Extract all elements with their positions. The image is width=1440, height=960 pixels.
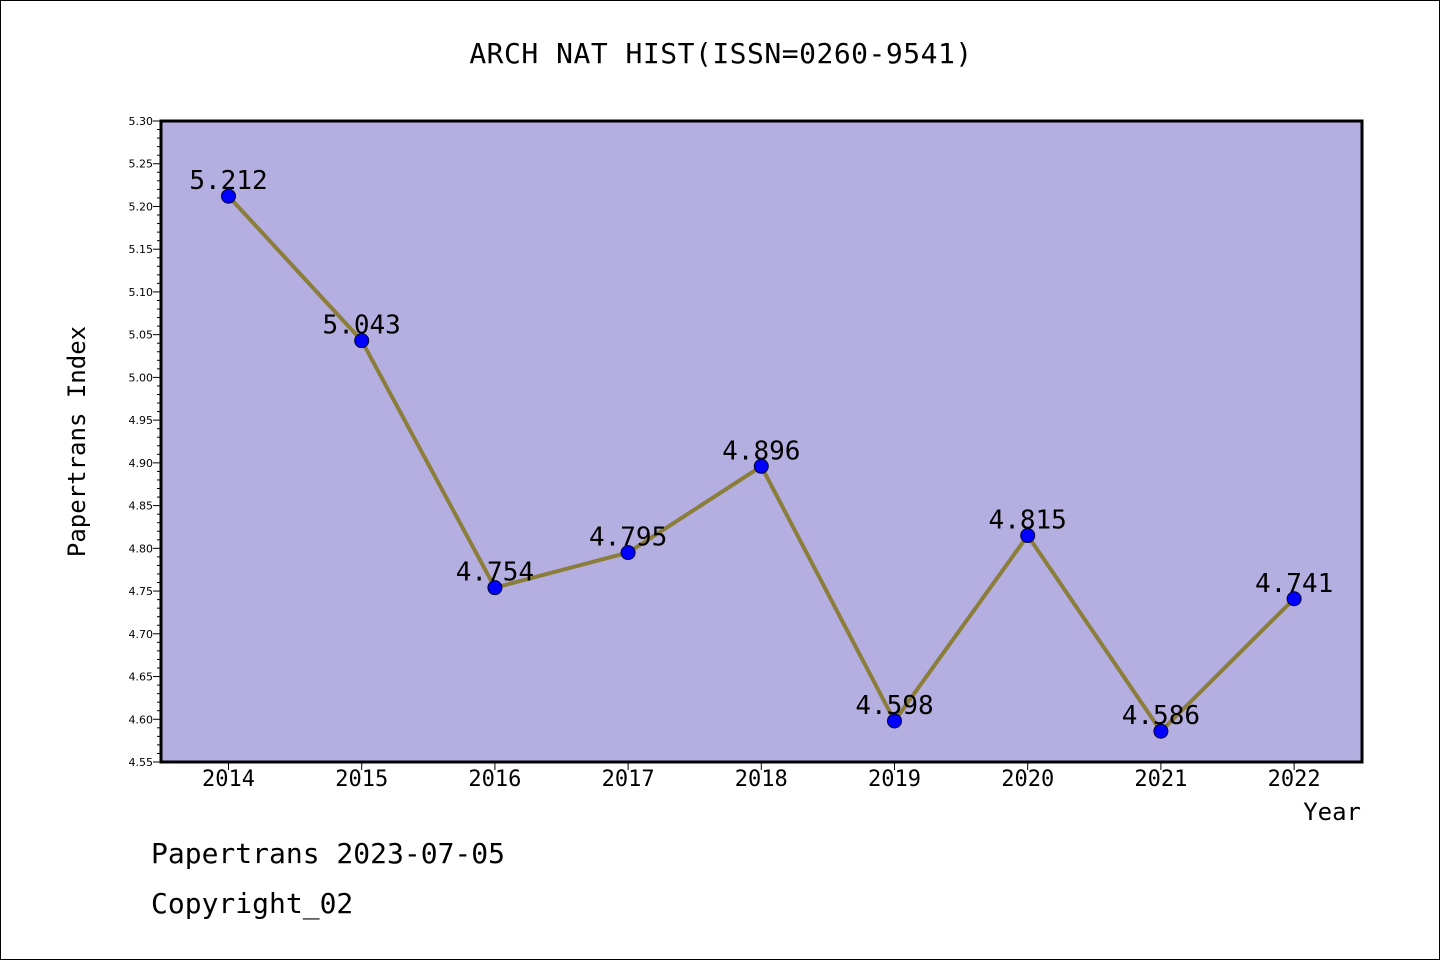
data-label: 4.586 xyxy=(1122,701,1200,731)
data-label: 4.896 xyxy=(722,436,800,466)
data-label: 4.795 xyxy=(589,523,667,553)
footer-date: Papertrans 2023-07-05 xyxy=(151,837,506,870)
footer-copyright: Copyright_02 xyxy=(151,887,354,920)
x-tick-label: 2016 xyxy=(468,767,521,792)
y-tick-label: 5.20 xyxy=(129,200,154,213)
y-tick-label: 5.00 xyxy=(129,371,154,384)
y-tick-label: 4.65 xyxy=(129,671,154,684)
x-tick-label: 2022 xyxy=(1268,767,1321,792)
y-tick-label: 5.10 xyxy=(129,286,154,299)
data-point xyxy=(487,580,503,596)
y-tick-label: 5.30 xyxy=(129,115,154,128)
y-tick-label: 4.80 xyxy=(129,542,154,555)
plot-area xyxy=(161,121,1362,762)
data-point xyxy=(354,333,370,349)
y-tick-label: 5.25 xyxy=(129,158,154,171)
y-tick-label: 4.70 xyxy=(129,628,154,641)
data-point xyxy=(221,188,236,204)
data-label: 4.754 xyxy=(456,558,534,588)
data-label: 4.598 xyxy=(855,691,933,721)
x-tick-label: 2017 xyxy=(602,767,655,792)
data-point xyxy=(887,713,902,729)
data-label: 4.815 xyxy=(989,506,1067,536)
y-tick-label: 4.60 xyxy=(129,713,154,726)
x-tick-label: 2015 xyxy=(335,767,388,792)
data-point xyxy=(753,458,769,474)
data-point xyxy=(1286,591,1302,607)
x-tick-label: 2014 xyxy=(202,767,255,792)
x-tick-label: 2018 xyxy=(735,767,788,792)
x-tick-label: 2019 xyxy=(868,767,921,792)
y-tick-label: 4.90 xyxy=(129,457,154,470)
x-axis-title: Year xyxy=(1303,798,1361,826)
y-tick-label: 5.05 xyxy=(129,329,154,342)
y-tick-label: 4.55 xyxy=(129,756,154,769)
y-axis-title: Papertrans Index xyxy=(63,326,91,557)
data-point xyxy=(1153,723,1169,739)
y-tick-label: 4.85 xyxy=(129,500,154,513)
data-label: 5.212 xyxy=(189,166,267,196)
chart-title: ARCH NAT HIST(ISSN=0260-9541) xyxy=(469,37,973,70)
data-point xyxy=(1020,528,1036,544)
data-point xyxy=(620,545,636,561)
x-tick-label: 2020 xyxy=(1001,767,1054,792)
y-tick-label: 5.15 xyxy=(129,243,154,256)
plot-frame xyxy=(159,119,1364,764)
x-tick-label: 2021 xyxy=(1134,767,1187,792)
y-tick-label: 4.95 xyxy=(129,414,154,427)
data-label: 5.043 xyxy=(323,311,401,341)
y-tick-label: 4.75 xyxy=(129,585,154,598)
data-label: 4.741 xyxy=(1255,569,1333,599)
